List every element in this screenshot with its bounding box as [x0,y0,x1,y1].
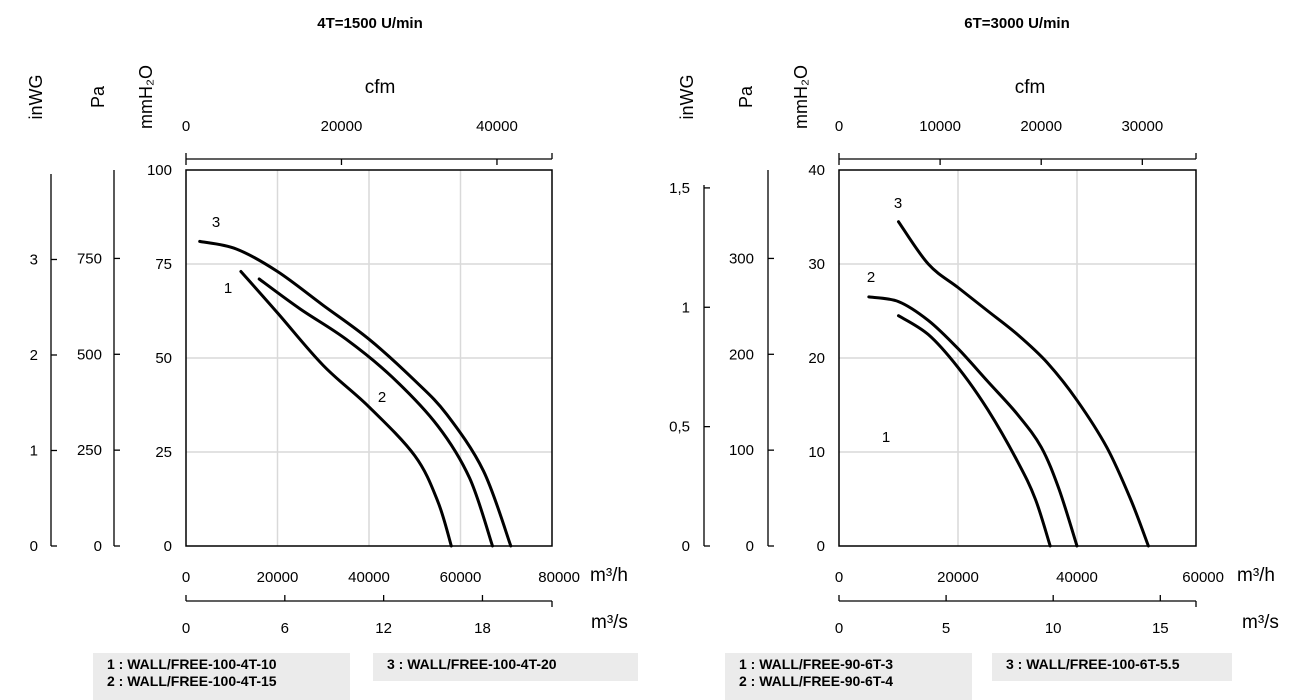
m3s-tick-label: 12 [375,620,392,637]
legend-6t-left: 1 : WALL/FREE-90-6T-3 2 : WALL/FREE-90-6… [725,653,972,700]
mmh2o-axis-label: mmH₂O [791,65,811,129]
cfm-tick-label: 20000 [321,118,363,135]
x-tick-label: 80000 [538,569,580,586]
pa-tick-label: 200 [729,346,754,363]
y-tick-label: 30 [808,256,825,273]
legend-entry-1: 1 : WALL/FREE-100-4T-10 [107,656,277,672]
m3s-tick-label: 15 [1152,620,1169,637]
inwg-tick-label: 3 [30,251,38,268]
x-tick-label: 20000 [257,569,299,586]
x-tick-label: 60000 [440,569,482,586]
series-curve-2 [867,295,1079,548]
plot-frame [838,169,1197,547]
curve-label-1: 1 [224,280,232,297]
inwg-tick-label: 0 [30,538,38,555]
legend-4t-right: 3 : WALL/FREE-100-4T-20 [373,653,638,681]
series-curve-1 [897,314,1052,548]
m3s-axis-unit-label: m³/s [591,612,628,633]
pa-tick-label: 300 [729,250,754,267]
series-curve-3 [897,220,1150,548]
pa-tick-label: 0 [94,538,102,555]
x-tick-label: 40000 [1056,569,1098,586]
inwg-axis-label: inWG [677,75,697,120]
curve-label-3: 3 [212,214,220,231]
chart-title: 6T=3000 U/min [964,15,1069,32]
inwg-tick-label: 1 [682,299,690,316]
y-tick-label: 10 [808,444,825,461]
series-curve-3 [198,239,513,548]
x-tick-label: 0 [835,569,843,586]
y-tick-label: 50 [155,350,172,367]
m3s-tick-label: 0 [182,620,190,637]
inwg-axis-label: inWG [26,75,46,120]
pa-axis-label: Pa [88,85,108,108]
pa-tick-label: 500 [77,346,102,363]
inwg-tick-label: 0,5 [669,419,690,436]
cfm-axis-label: cfm [1015,77,1046,98]
m3s-tick-label: 18 [474,620,491,637]
curve-label-3: 3 [894,195,902,212]
legend-entry-2: 2 : WALL/FREE-100-4T-15 [107,673,277,689]
curve-label-2: 2 [378,389,386,406]
legend-entry-1: 1 : WALL/FREE-90-6T-3 [739,656,894,672]
mmh2o-axis-label: mmH₂O [136,65,156,129]
cfm-tick-label: 10000 [919,118,961,135]
cfm-tick-label: 30000 [1121,118,1163,135]
y-tick-label: 40 [808,162,825,179]
m3s-tick-label: 0 [835,620,843,637]
cfm-tick-label: 20000 [1020,118,1062,135]
pa-tick-label: 0 [746,538,754,555]
m3s-tick-label: 6 [281,620,289,637]
cfm-tick-label: 40000 [476,118,518,135]
pa-axis-label: Pa [736,85,756,108]
curve-label-2: 2 [867,269,875,286]
x-axis-unit-label: m³/h [1237,565,1275,586]
x-tick-label: 40000 [348,569,390,586]
x-tick-label: 0 [182,569,190,586]
inwg-tick-label: 1 [30,442,38,459]
legend-entry-3: 3 : WALL/FREE-100-4T-20 [387,656,557,672]
y-tick-label: 0 [164,538,172,555]
legend-4t-left: 1 : WALL/FREE-100-4T-10 2 : WALL/FREE-10… [93,653,350,700]
x-axis-unit-label: m³/h [590,565,628,586]
legend-entry-3: 3 : WALL/FREE-100-6T-5.5 [1006,656,1180,672]
plot-frame [185,169,553,547]
x-tick-label: 20000 [937,569,979,586]
y-tick-label: 0 [817,538,825,555]
cfm-tick-label: 0 [182,118,190,135]
chart-title: 4T=1500 U/min [317,15,422,32]
y-tick-label: 25 [155,444,172,461]
pa-tick-label: 250 [77,442,102,459]
pa-tick-label: 100 [729,442,754,459]
cfm-tick-label: 0 [835,118,843,135]
m3s-tick-label: 10 [1045,620,1062,637]
series-curve-2 [257,277,494,548]
curve-label-1: 1 [882,429,890,446]
x-tick-label: 60000 [1182,569,1224,586]
y-tick-label: 100 [147,162,172,179]
m3s-axis-unit-label: m³/s [1242,612,1279,633]
y-tick-label: 20 [808,350,825,367]
series-curve-1 [239,270,453,548]
y-tick-label: 75 [155,256,172,273]
inwg-tick-label: 1,5 [669,180,690,197]
inwg-tick-label: 2 [30,347,38,364]
inwg-tick-label: 0 [682,538,690,555]
legend-entry-2: 2 : WALL/FREE-90-6T-4 [739,673,894,689]
pa-tick-label: 750 [77,250,102,267]
legend-6t-right: 3 : WALL/FREE-100-6T-5.5 [992,653,1232,681]
cfm-axis-label: cfm [365,77,396,98]
m3s-tick-label: 5 [942,620,950,637]
